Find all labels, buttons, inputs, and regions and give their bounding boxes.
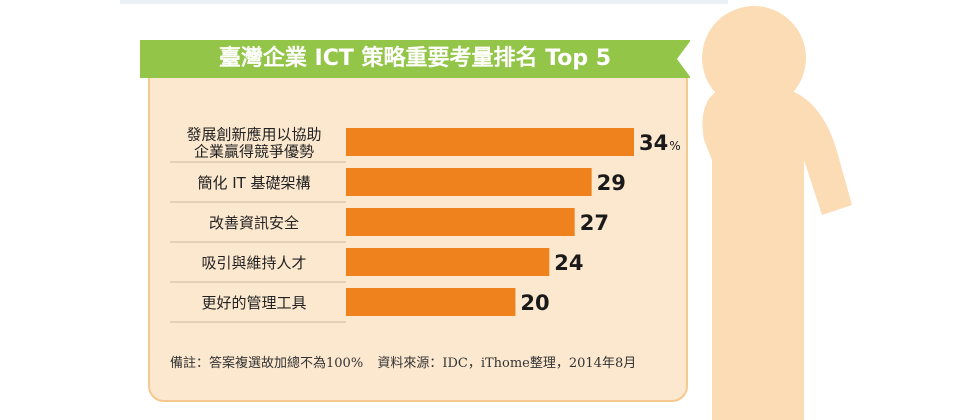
unit-label: %	[669, 139, 680, 153]
category-label: 吸引與維持人才	[201, 254, 306, 272]
bar	[346, 288, 516, 316]
bar	[346, 248, 550, 276]
title-banner: 臺灣企業 ICT 策略重要考量排名 Top 5	[140, 40, 691, 78]
category-label: 改善資訊安全	[209, 214, 299, 232]
top-strip	[120, 0, 728, 4]
value-label: 27	[580, 211, 609, 235]
bar	[346, 168, 592, 196]
footnote-source: 資料來源：IDC，iThome整理，2014年8月	[377, 356, 637, 371]
value-label: 24	[554, 251, 583, 275]
value-label: 29	[597, 171, 626, 195]
person-silhouette-icon	[702, 6, 852, 420]
category-label: 發展創新應用以協助	[186, 126, 321, 144]
footnote-note: 備註：答案複選故加總不為100%	[170, 356, 364, 371]
category-label: 簡化 IT 基礎架構	[197, 174, 310, 192]
value-label: 20	[520, 291, 549, 315]
value-label: 34	[639, 131, 668, 155]
footnote: 備註：答案複選故加總不為100% 資料來源：IDC，iThome整理，2014年…	[170, 352, 646, 371]
category-label: 企業贏得競爭優勢	[194, 143, 314, 161]
bar	[346, 208, 575, 236]
bar	[346, 128, 634, 156]
chart-title: 臺灣企業 ICT 策略重要考量排名 Top 5	[218, 46, 612, 71]
category-label: 更好的管理工具	[201, 294, 306, 312]
